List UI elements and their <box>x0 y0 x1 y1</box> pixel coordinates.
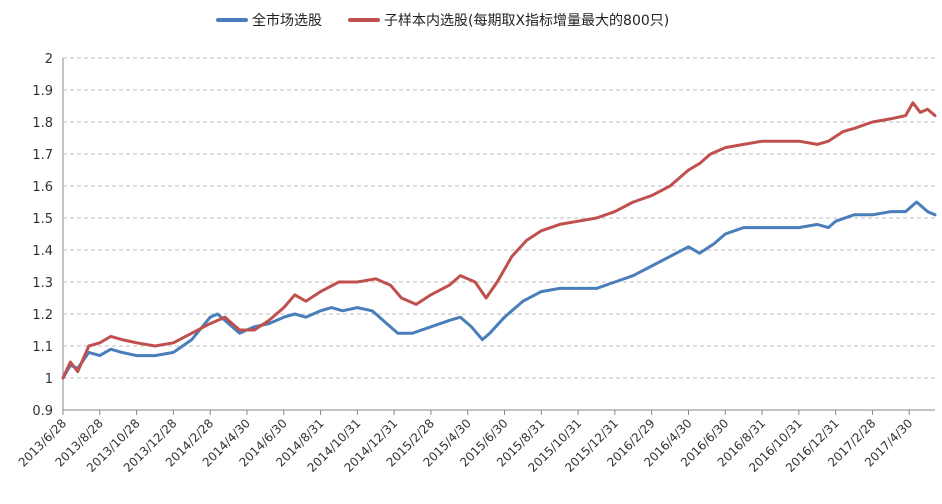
y-tick-label-2: 1.1 <box>32 340 53 355</box>
legend-label-series-1: 全市场选股 <box>252 13 322 29</box>
y-tick-label-9: 1.8 <box>32 116 53 131</box>
y-tick-label-0: 0.9 <box>32 404 53 419</box>
legend-label-series-2: 子样本内选股(每期取X指标增量最大的800只) <box>384 13 670 29</box>
series-line-2 <box>61 101 937 380</box>
y-tick-label-10: 1.9 <box>32 84 53 99</box>
legend-item-series-2: 子样本内选股(每期取X指标增量最大的800只) <box>348 10 669 30</box>
y-tick-label-3: 1.2 <box>32 308 53 323</box>
series-line-1 <box>61 200 937 380</box>
legend-item-series-1: 全市场选股 <box>216 10 322 30</box>
y-tick-label-11: 2 <box>45 52 53 67</box>
y-tick-label-8: 1.7 <box>32 148 53 163</box>
legend: 全市场选股 子样本内选股(每期取X指标增量最大的800只) <box>216 8 695 32</box>
legend-swatch-series-1 <box>216 18 248 22</box>
y-tick-label-6: 1.5 <box>32 212 53 227</box>
y-tick-label-5: 1.4 <box>32 244 53 259</box>
y-tick-label-7: 1.6 <box>32 180 53 195</box>
y-tick-label-4: 1.3 <box>32 276 53 291</box>
y-tick-label-1: 1 <box>45 372 53 387</box>
legend-swatch-series-2 <box>348 18 380 22</box>
